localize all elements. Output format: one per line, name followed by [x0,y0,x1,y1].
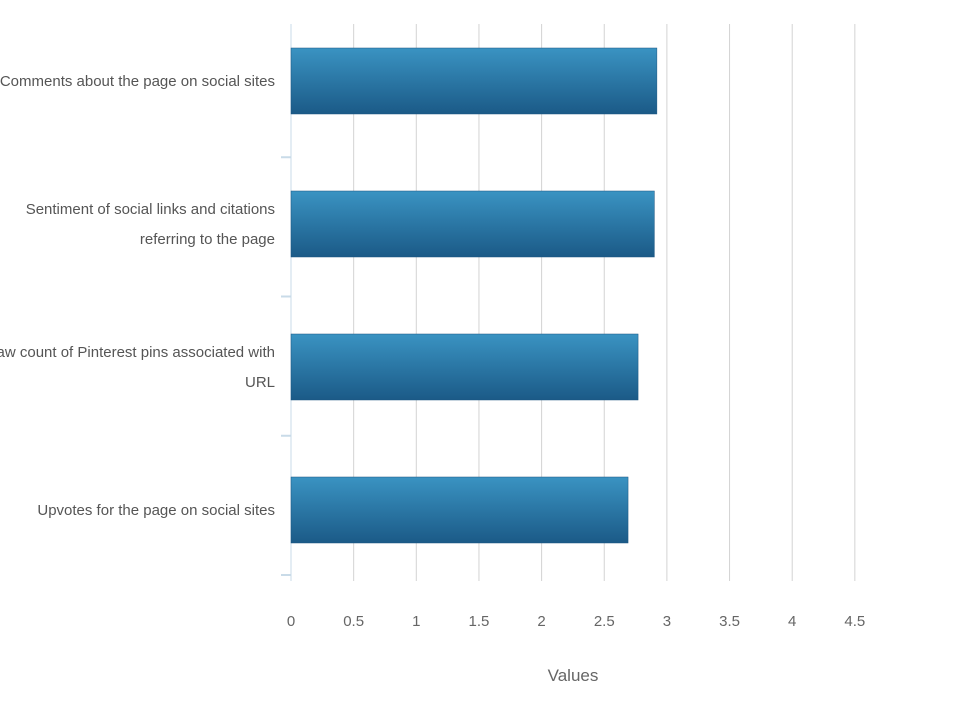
category-labels: Comments about the page on social sites S… [0,73,275,519]
x-tick-label: 2.5 [594,613,615,630]
x-tick-label: 1 [412,613,420,630]
bar [290,190,655,258]
x-tick-label: 0.5 [343,613,364,630]
x-tick-label: 3.5 [719,613,740,630]
category-label: Comments about the page on social sites [0,73,275,90]
x-axis-title: Values [548,666,599,685]
bar [290,47,658,115]
bars [290,47,658,544]
x-tick-label: 3 [663,613,671,630]
category-label: Sentiment of social links and citations r… [26,201,275,248]
x-tick-label: 4 [788,613,796,630]
y-axis [281,24,292,581]
x-tick-labels: 0 0.5 1 1.5 2 2.5 3 3.5 4 4.5 [287,613,865,630]
x-tick-label: 0 [287,613,295,630]
x-tick-label: 4.5 [844,613,865,630]
x-tick-label: 2 [537,613,545,630]
grid-lines [353,24,856,581]
bar [290,476,629,544]
category-label: Raw count of Pinterest pins associated w… [0,344,275,391]
category-label: Upvotes for the page on social sites [37,502,275,519]
x-tick-label: 1.5 [469,613,490,630]
bar [290,333,639,401]
